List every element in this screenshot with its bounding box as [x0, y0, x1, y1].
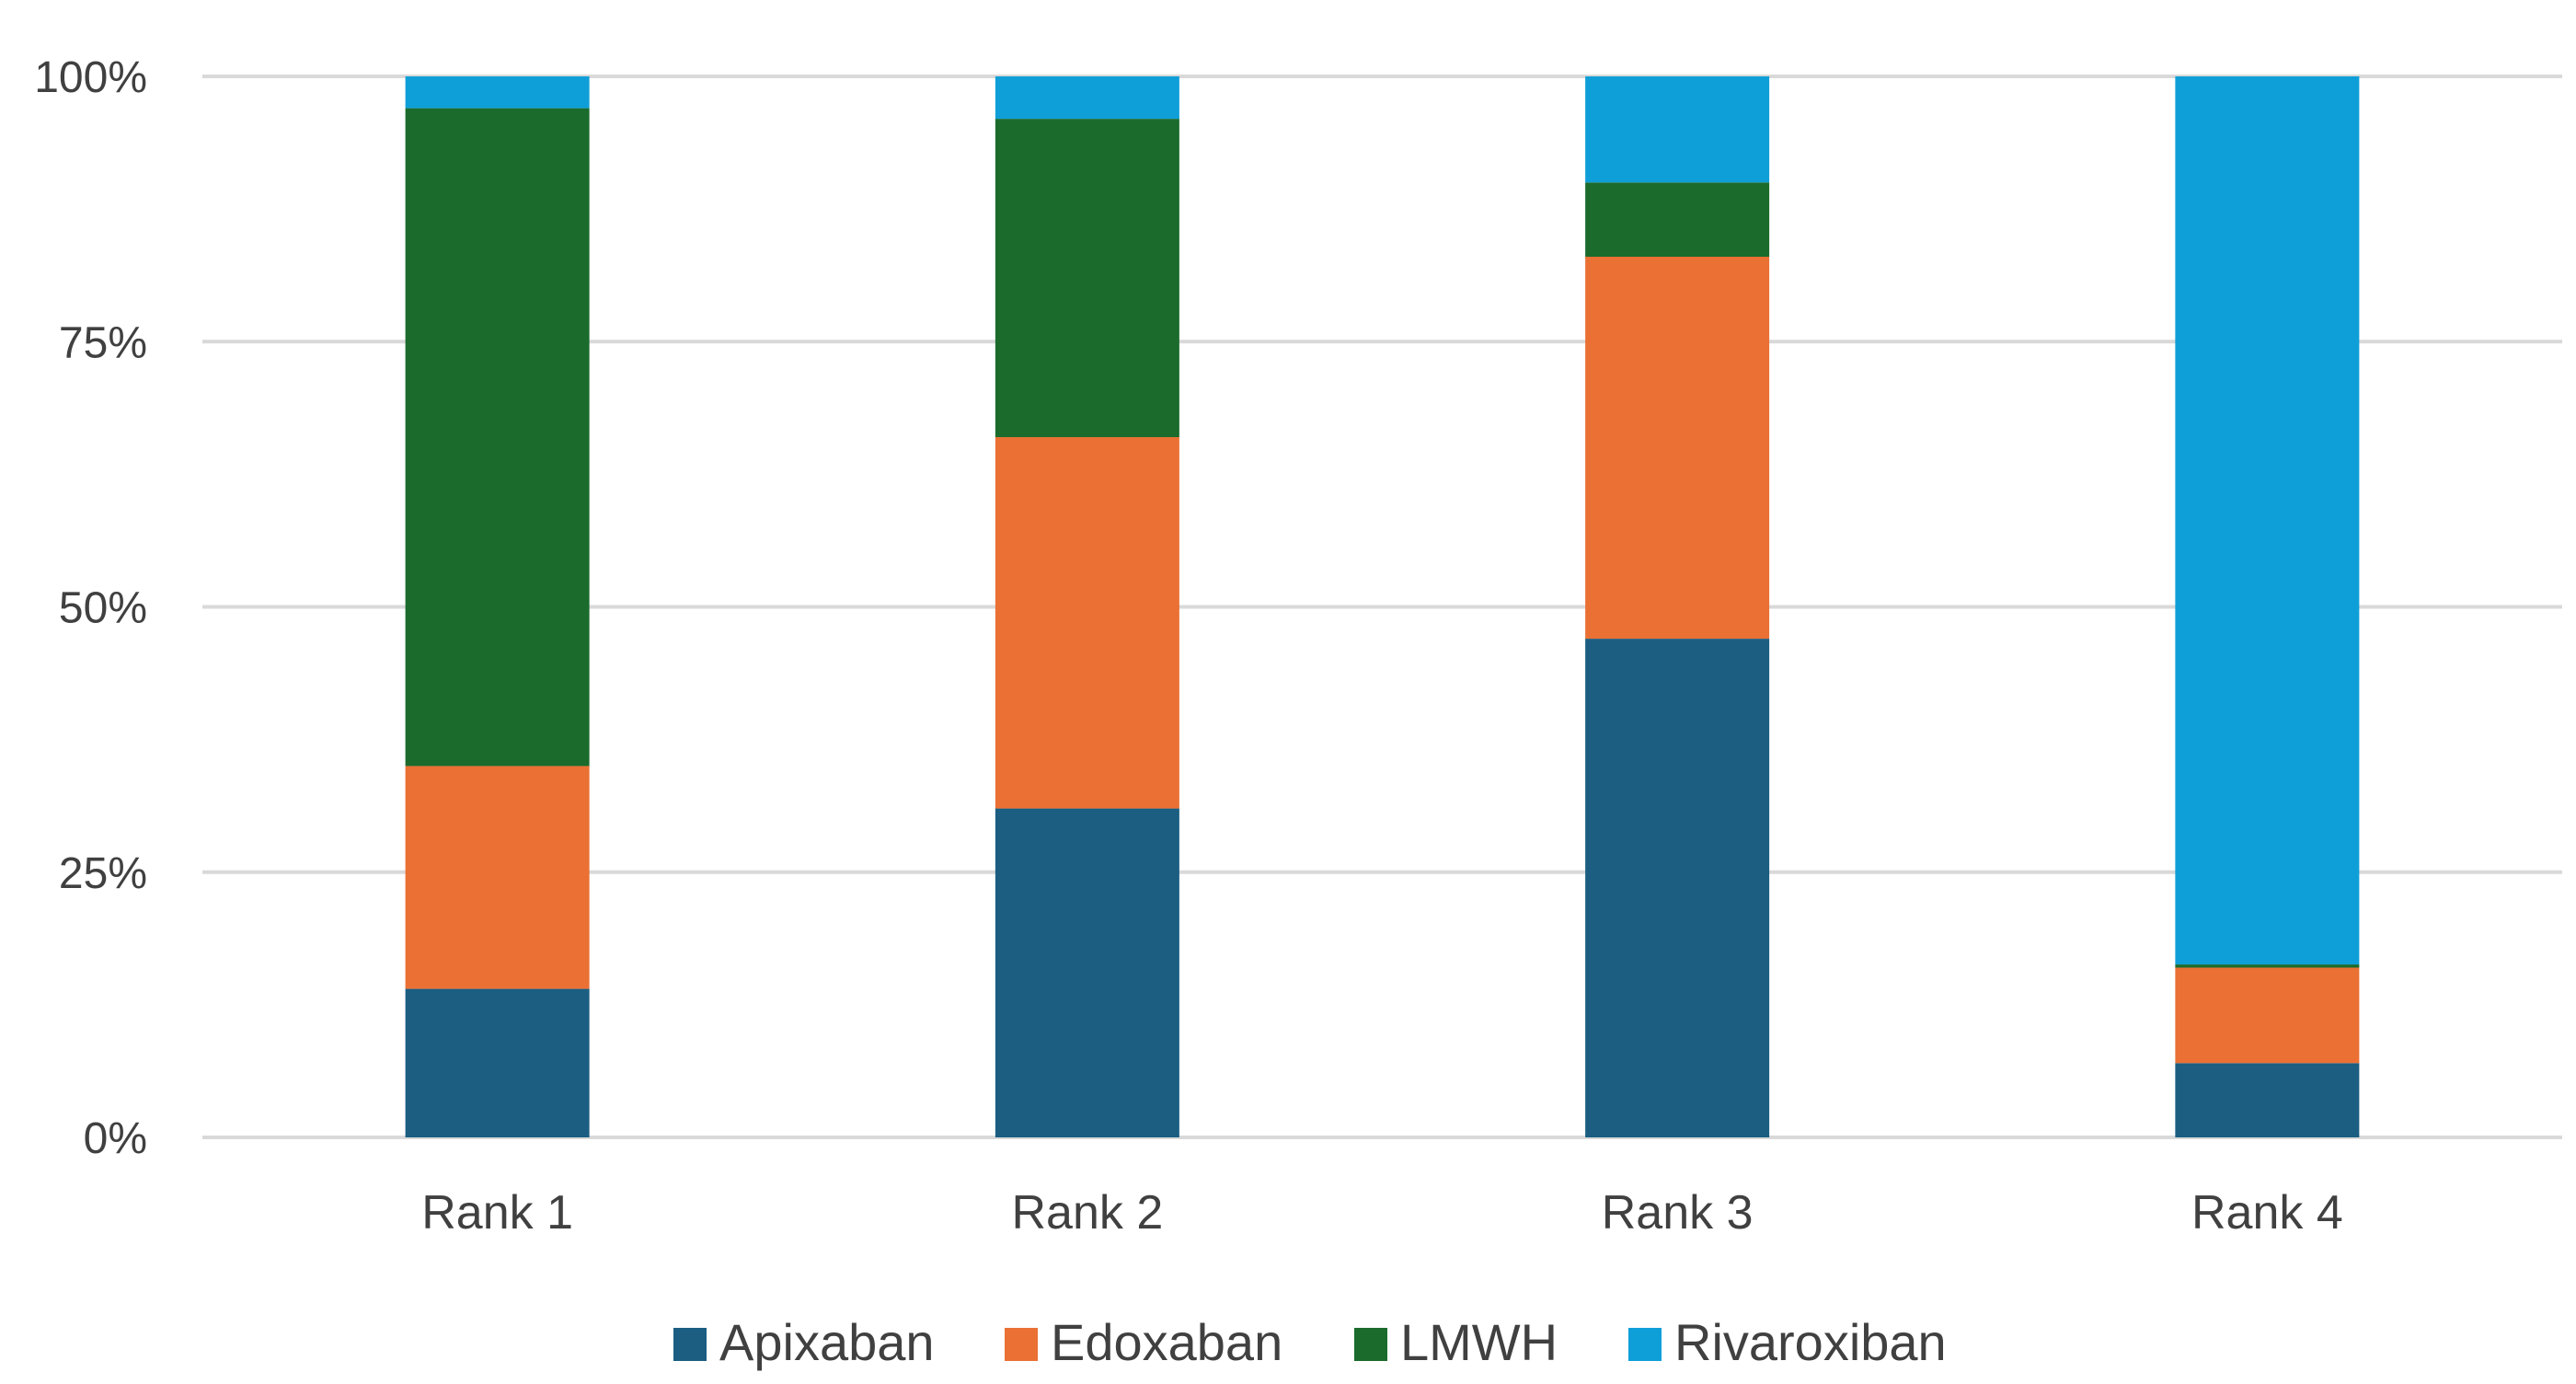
y-tick-label: 75% — [59, 318, 147, 367]
bars — [405, 76, 2360, 1137]
y-tick-label: 50% — [59, 584, 147, 633]
legend: Apixaban Edoxaban LMWH Rivaroxiban — [673, 1313, 1947, 1371]
x-axis-category-labels: Rank 1 Rank 2 Rank 3 Rank 4 — [421, 1186, 2343, 1240]
bar-segment-edoxaban — [1585, 257, 1770, 640]
bar-segment-edoxaban — [405, 766, 590, 989]
bar-segment-rivaroxiban — [995, 76, 1179, 120]
bar-stack-3 — [1585, 76, 1770, 1137]
legend-swatch — [673, 1328, 707, 1361]
legend-item-lmwh: LMWH — [1354, 1313, 1558, 1371]
bar-segment-lmwh — [995, 119, 1179, 438]
y-tick-label: 0% — [84, 1114, 147, 1163]
bar-segment-edoxaban — [2175, 967, 2360, 1064]
bar-stack-2 — [995, 76, 1179, 1137]
bar-segment-edoxaban — [995, 437, 1179, 809]
bar-segment-lmwh — [2175, 964, 2360, 968]
bar-segment-apixaban — [405, 988, 590, 1137]
x-category-label: Rank 2 — [1011, 1186, 1163, 1240]
legend-item-rivaroxiban: Rivaroxiban — [1628, 1313, 1947, 1371]
y-tick-label: 100% — [34, 53, 147, 102]
legend-label: Rivaroxiban — [1674, 1313, 1947, 1371]
legend-label: LMWH — [1400, 1313, 1558, 1371]
bar-stack-1 — [405, 76, 590, 1137]
bar-segment-apixaban — [2175, 1063, 2360, 1137]
legend-swatch — [1354, 1328, 1387, 1361]
x-category-label: Rank 4 — [2191, 1186, 2343, 1240]
y-tick-label: 25% — [59, 849, 147, 898]
legend-swatch — [1005, 1328, 1038, 1361]
bar-segment-lmwh — [405, 108, 590, 767]
bar-segment-lmwh — [1585, 182, 1770, 258]
bar-segment-rivaroxiban — [1585, 76, 1770, 183]
bar-segment-rivaroxiban — [405, 76, 590, 109]
legend-label: Apixaban — [719, 1313, 935, 1371]
bar-segment-apixaban — [995, 808, 1179, 1137]
bar-stack-4 — [2175, 76, 2360, 1137]
y-axis-tick-labels: 0% 25% 50% 75% 100% — [34, 53, 147, 1163]
legend-swatch — [1628, 1328, 1662, 1361]
x-category-label: Rank 3 — [1602, 1186, 1754, 1240]
gridlines — [202, 75, 2562, 1139]
legend-label: Edoxaban — [1051, 1313, 1282, 1371]
legend-item-apixaban: Apixaban — [673, 1313, 935, 1371]
bar-segment-apixaban — [1585, 639, 1770, 1137]
bar-segment-rivaroxiban — [2175, 76, 2360, 965]
legend-item-edoxaban: Edoxaban — [1005, 1313, 1282, 1371]
x-category-label: Rank 1 — [421, 1186, 573, 1240]
